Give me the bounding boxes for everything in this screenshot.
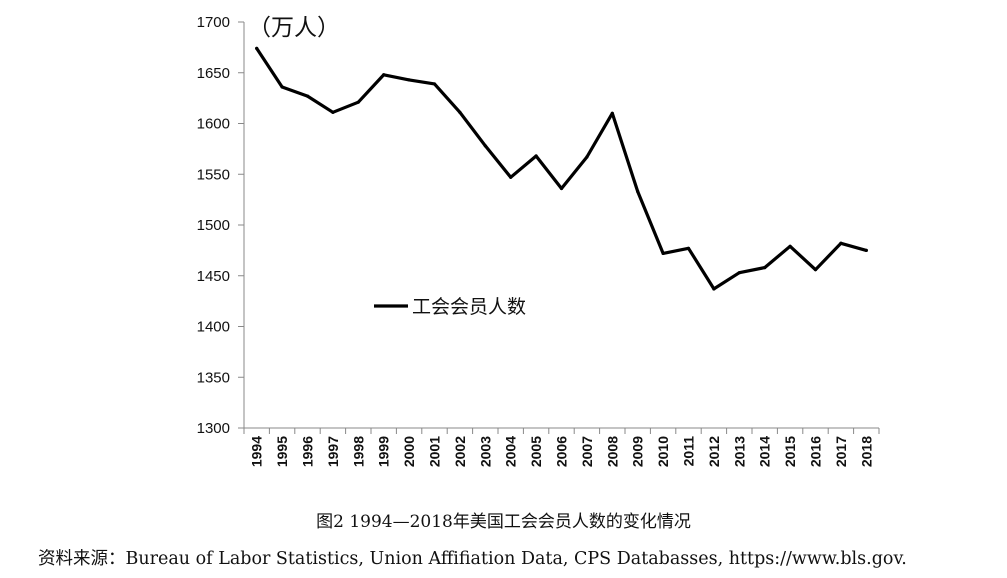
data-point [559,186,564,191]
data-point [686,246,691,250]
x-tick-label: 2018 [858,436,874,467]
y-axis: 1300 1350 1400 1450 1500 1550 1600 1650 1700 [197,14,245,437]
data-point [483,144,487,148]
x-tick-label: 2014 [757,436,773,467]
x-tick-label: 2007 [579,436,595,467]
data-point [305,94,310,98]
data-point [788,244,792,248]
x-tick-label: 2001 [427,436,443,467]
x-tick-label: 2003 [477,436,493,467]
x-tick-label: 2013 [731,436,747,467]
data-point [356,100,360,104]
data-point [712,287,716,291]
y-tick-label: 1300 [197,420,230,437]
data-point [509,175,513,179]
y-tick-label: 1450 [197,268,230,285]
x-axis: 1994 1995 1996 1997 1998 1999 2000 2001 2002 2003… [243,427,880,467]
y-tick-label: 1600 [197,116,230,133]
legend-label: 工会会员人数 [412,296,526,318]
x-tick-label: 2010 [655,436,671,467]
data-point [839,241,843,245]
data-point [458,110,462,114]
x-tick-label: 1996 [300,436,316,467]
x-tick-label: 1998 [350,436,366,467]
x-tick-label: 2015 [782,436,798,467]
data-point [534,154,538,158]
x-tick-label: 2009 [630,436,646,467]
y-tick-label: 1550 [197,166,230,183]
series-line [255,46,868,291]
y-tick-label: 1500 [197,217,230,234]
data-point [636,189,640,194]
data-point [407,78,411,82]
y-tick-label: 1350 [197,369,230,386]
y-unit-label: （万人） [248,15,340,41]
data-point [255,46,259,50]
data-point [661,251,665,256]
x-tick-label: 2000 [401,436,417,467]
x-tick-label: 1999 [376,436,392,467]
x-tick-label: 2002 [452,436,468,467]
legend: 工会会员人数 [374,296,526,318]
x-tick-label: 2011 [681,436,697,467]
data-point [331,110,335,114]
x-tick-label: 2008 [604,436,620,467]
x-tick-label: 2005 [528,436,544,467]
x-tick-label: 2006 [554,436,570,467]
x-tick-label: 2016 [808,436,824,467]
data-point [813,268,818,272]
x-tick-label: 1994 [249,436,265,467]
figure-caption: 图2 1994—2018年美国工会会员人数的变化情况 [316,512,691,532]
data-point [432,82,437,86]
y-tick-label: 1400 [197,319,230,336]
data-point [737,271,741,275]
data-point [280,85,284,89]
data-point [585,155,589,159]
series-group [255,46,868,291]
line-chart: 1300 1350 1400 1450 1500 1550 1600 1650 1700 199… [197,14,880,467]
data-point [382,73,386,77]
x-tick-label: 1997 [325,436,341,467]
x-tick-label: 2012 [706,436,722,467]
y-tick-label: 1700 [197,14,230,31]
x-tick-label: 1995 [274,436,290,467]
x-tick-label: 2017 [833,436,849,467]
x-tick-label: 2004 [503,436,519,467]
y-tick-label: 1650 [197,65,230,82]
data-point [610,111,614,115]
data-point [864,248,868,252]
data-point [763,266,767,270]
source-note: 资料来源：Bureau of Labor Statistics, Union A… [38,549,907,569]
